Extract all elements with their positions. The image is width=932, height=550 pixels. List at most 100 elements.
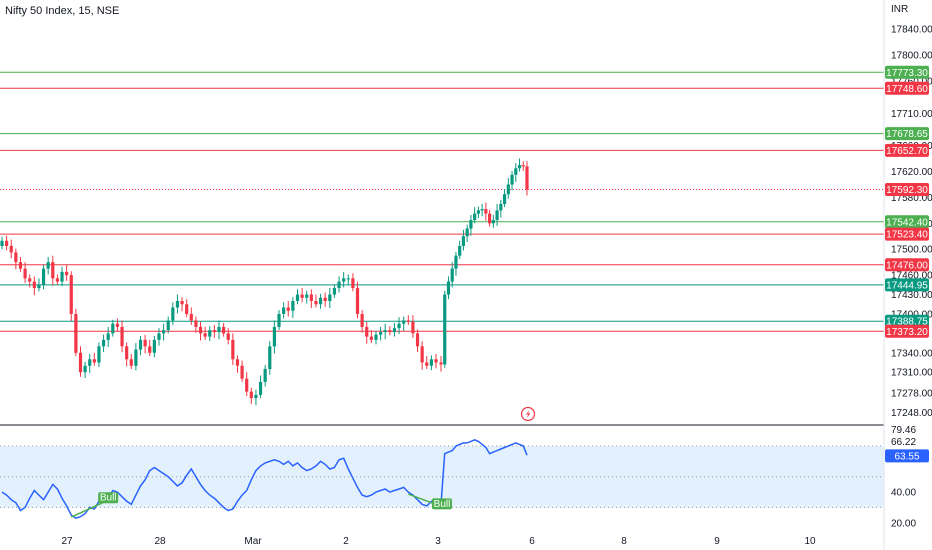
price-tick-label: 17580.00 bbox=[891, 193, 932, 204]
candle-body bbox=[351, 278, 355, 289]
lightning-icon[interactable] bbox=[520, 406, 536, 422]
bull-label: Bull bbox=[434, 499, 451, 510]
candle-body bbox=[480, 209, 484, 211]
candle-body bbox=[291, 301, 295, 311]
candle-body bbox=[506, 184, 510, 195]
level-badge-label: 17678.65 bbox=[886, 129, 928, 140]
candle-body bbox=[286, 307, 290, 311]
candle-body bbox=[402, 320, 406, 324]
candle-body bbox=[217, 326, 221, 333]
candle-body bbox=[365, 326, 369, 337]
level-badge-bg bbox=[885, 143, 929, 157]
level-badge-bg bbox=[885, 227, 929, 241]
candle-body bbox=[157, 333, 161, 340]
time-tick-label: 28 bbox=[154, 536, 166, 547]
candle-body bbox=[143, 339, 147, 347]
candle-body bbox=[254, 394, 258, 399]
candle-body bbox=[88, 359, 92, 366]
price-pane[interactable] bbox=[0, 0, 884, 424]
level-badge-label: 17388.75 bbox=[886, 317, 928, 328]
candle-body bbox=[374, 334, 378, 340]
candle-body bbox=[476, 210, 480, 214]
candle-body bbox=[443, 294, 447, 365]
level-badge-label: 17476.00 bbox=[886, 260, 928, 271]
candle-body bbox=[115, 323, 120, 327]
candle-body bbox=[415, 333, 420, 347]
candle-body bbox=[189, 313, 193, 321]
candle-body bbox=[161, 330, 166, 334]
candle-body bbox=[484, 209, 488, 214]
candle-body bbox=[138, 339, 143, 350]
rsi-top-label: 79.46 bbox=[891, 425, 916, 436]
candle-body bbox=[212, 330, 216, 333]
price-tick-label: 17800.00 bbox=[891, 51, 932, 62]
level-badge-label: 17444.95 bbox=[886, 280, 928, 291]
candle-body bbox=[92, 359, 96, 363]
price-tick-label: 17340.00 bbox=[891, 348, 932, 359]
candle-body bbox=[461, 236, 466, 246]
candle-body bbox=[282, 307, 286, 314]
candlestick-series[interactable] bbox=[0, 158, 529, 406]
candle-body bbox=[55, 278, 60, 282]
level-badge-bg bbox=[885, 314, 929, 328]
candle-body bbox=[74, 313, 78, 353]
candle-body bbox=[434, 359, 438, 363]
candle-body bbox=[420, 346, 424, 363]
chart-title: Nifty 50 Index, 15, NSE bbox=[5, 5, 119, 17]
candle-body bbox=[120, 326, 124, 347]
candle-body bbox=[318, 297, 323, 305]
candle-body bbox=[328, 294, 332, 302]
bull-label: Bull bbox=[100, 493, 117, 504]
candle-body bbox=[337, 281, 341, 289]
rsi-series[interactable]: Bull Bull bbox=[1, 438, 528, 520]
candle-body bbox=[106, 333, 110, 340]
candle-body bbox=[378, 332, 383, 335]
rsi-current-badge-label: 63.55 bbox=[894, 451, 919, 462]
candle-body bbox=[454, 255, 458, 269]
candle-body bbox=[346, 278, 350, 280]
candle-body bbox=[194, 320, 198, 327]
bull-badge bbox=[432, 498, 452, 510]
candle-body bbox=[446, 281, 451, 295]
candle-body bbox=[450, 268, 454, 282]
price-tick-label: 17500.00 bbox=[891, 245, 932, 256]
candle-body bbox=[258, 381, 263, 395]
level-badge-label: 17748.60 bbox=[886, 84, 928, 95]
candle-body bbox=[295, 294, 300, 302]
level-badge-label: 17523.40 bbox=[886, 230, 928, 241]
candle-body bbox=[305, 294, 309, 298]
candle-body bbox=[83, 365, 87, 373]
price-badges: 17773.30 17748.60 17678.65 17652.70 17542.40… bbox=[885, 65, 929, 463]
candle-body bbox=[425, 362, 429, 366]
candle-body bbox=[23, 268, 27, 279]
candle-body bbox=[517, 165, 522, 169]
candle-body bbox=[465, 228, 469, 237]
candle-body bbox=[78, 352, 83, 373]
candle-body bbox=[383, 330, 387, 333]
level-badge-bg bbox=[885, 278, 929, 292]
level-badge-bg bbox=[885, 215, 929, 229]
time-axis[interactable]: 27 28 Mar 2 3 6 8 9 10 bbox=[61, 536, 816, 547]
price-tick-label: 17710.00 bbox=[891, 109, 932, 120]
candle-body bbox=[111, 323, 115, 334]
candle-body bbox=[101, 339, 106, 347]
time-tick-label: 8 bbox=[621, 536, 627, 547]
rsi-current-badge-bg bbox=[885, 449, 929, 463]
price-tick-label: 17248.00 bbox=[891, 408, 932, 419]
candle-body bbox=[14, 252, 18, 263]
candle-body bbox=[323, 297, 327, 302]
candle-body bbox=[521, 165, 525, 167]
price-tick-label: 17430.00 bbox=[891, 290, 932, 301]
candle-body bbox=[309, 294, 313, 302]
price-tick-label: 17460.00 bbox=[891, 271, 932, 282]
candle-body bbox=[360, 313, 364, 327]
level-badge-label: 17542.40 bbox=[886, 217, 928, 228]
candle-body bbox=[37, 284, 41, 289]
level-badge-bg bbox=[885, 324, 929, 338]
candle-body bbox=[51, 262, 55, 279]
candle-body bbox=[397, 323, 401, 329]
time-tick-label: 9 bbox=[714, 536, 720, 547]
candle-body bbox=[166, 320, 170, 331]
